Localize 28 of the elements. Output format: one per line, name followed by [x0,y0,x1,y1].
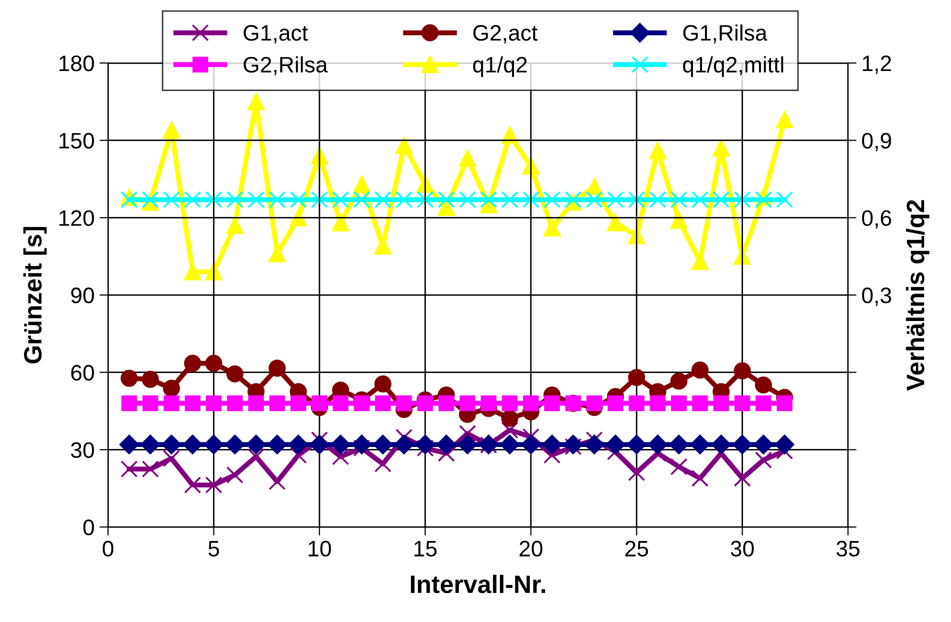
y-tick-label: 0 [83,520,94,536]
x-tick-label: 10 [308,540,331,557]
y-tick-label: 90 [71,288,94,304]
y-tick-label: 30 [70,442,94,458]
y2-tick-label: 1,2 [862,56,891,74]
y2-axis-title: Verhältnis q1/q2 [906,200,930,391]
y2-tick-label: 0,3 [862,288,892,306]
legend-label: G2,Rilsa [244,56,328,76]
x-tick-label: 20 [520,540,542,557]
y-tick-label: 180 [59,56,94,72]
y-tick-label: 150 [59,132,94,149]
x-tick-label: 30 [730,540,754,557]
x-tick-label: 0 [102,540,114,557]
legend-label: G1,act [244,25,308,44]
x-axis-title: Intervall-Nr. [410,574,546,594]
legend-label: q1/q2 [473,56,527,77]
legend-label: G2,act [473,25,538,44]
y2-tick-label: 0,6 [862,210,892,229]
y2-tick-label: 0,9 [862,132,892,152]
y-tick-label: 60 [71,364,94,381]
legend-label: q1/q2,mittl [683,56,784,77]
x-tick-label: 35 [836,540,860,557]
x-tick-label: 5 [208,541,219,557]
x-tick-label: 15 [414,541,437,557]
y-tick-label: 120 [59,210,94,226]
legend-label: G1,Rilsa [683,24,768,44]
y-axis-title: Grünzeit [s] [23,226,47,364]
x-tick-label: 25 [625,540,648,557]
